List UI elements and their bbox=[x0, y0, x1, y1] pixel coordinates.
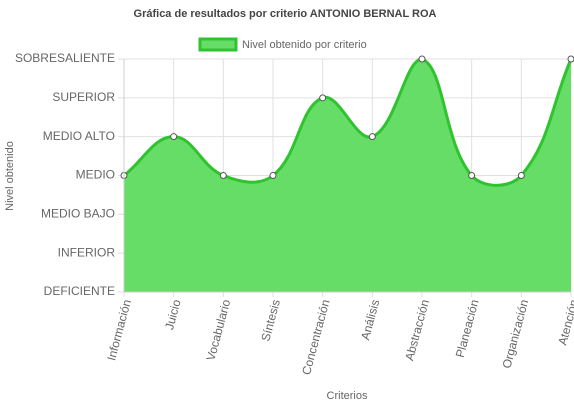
legend-label: Nivel obtenido por criterio bbox=[242, 39, 367, 51]
chart-title: Gráfica de resultados por criterio ANTON… bbox=[134, 8, 437, 20]
x-tick-label: Abstracción bbox=[402, 298, 432, 362]
line bbox=[123, 57, 573, 187]
point bbox=[219, 172, 227, 179]
x-tick-label: Vocabulario bbox=[204, 298, 234, 363]
x-tick-label: Juicio bbox=[162, 298, 184, 332]
point bbox=[468, 172, 476, 179]
point bbox=[269, 172, 277, 179]
legend-swatch bbox=[198, 37, 238, 52]
x-tick-label: Síntesis bbox=[258, 298, 283, 343]
area bbox=[124, 59, 571, 292]
point bbox=[170, 133, 178, 141]
y-tick-label: MEDIO BAJO bbox=[41, 207, 115, 221]
x-tick-label: Análisis bbox=[358, 298, 382, 342]
x-tick-label: Información bbox=[104, 298, 134, 362]
y-tick-label: SUPERIOR bbox=[52, 90, 115, 104]
y-tick-label: MEDIO bbox=[76, 168, 115, 182]
point bbox=[319, 94, 327, 102]
x-tick-label: Atención bbox=[555, 298, 574, 347]
x-tick-label: Planeación bbox=[453, 298, 482, 359]
point bbox=[418, 55, 426, 63]
point bbox=[517, 172, 525, 179]
x-tick-label: Organización bbox=[499, 298, 531, 370]
y-tick-label: MEDIO ALTO bbox=[43, 129, 115, 143]
y-axis-title: Nivel obtenido bbox=[4, 141, 16, 211]
x-axis-title: Criterios bbox=[327, 390, 368, 402]
point bbox=[567, 55, 574, 63]
x-tick-label: Concentración bbox=[299, 298, 333, 376]
y-tick-label: DEFICIENTE bbox=[44, 284, 115, 298]
y-tick-label: INFERIOR bbox=[58, 245, 116, 259]
y-tick-label: SOBRESALIENTE bbox=[15, 51, 115, 65]
point bbox=[368, 133, 376, 141]
